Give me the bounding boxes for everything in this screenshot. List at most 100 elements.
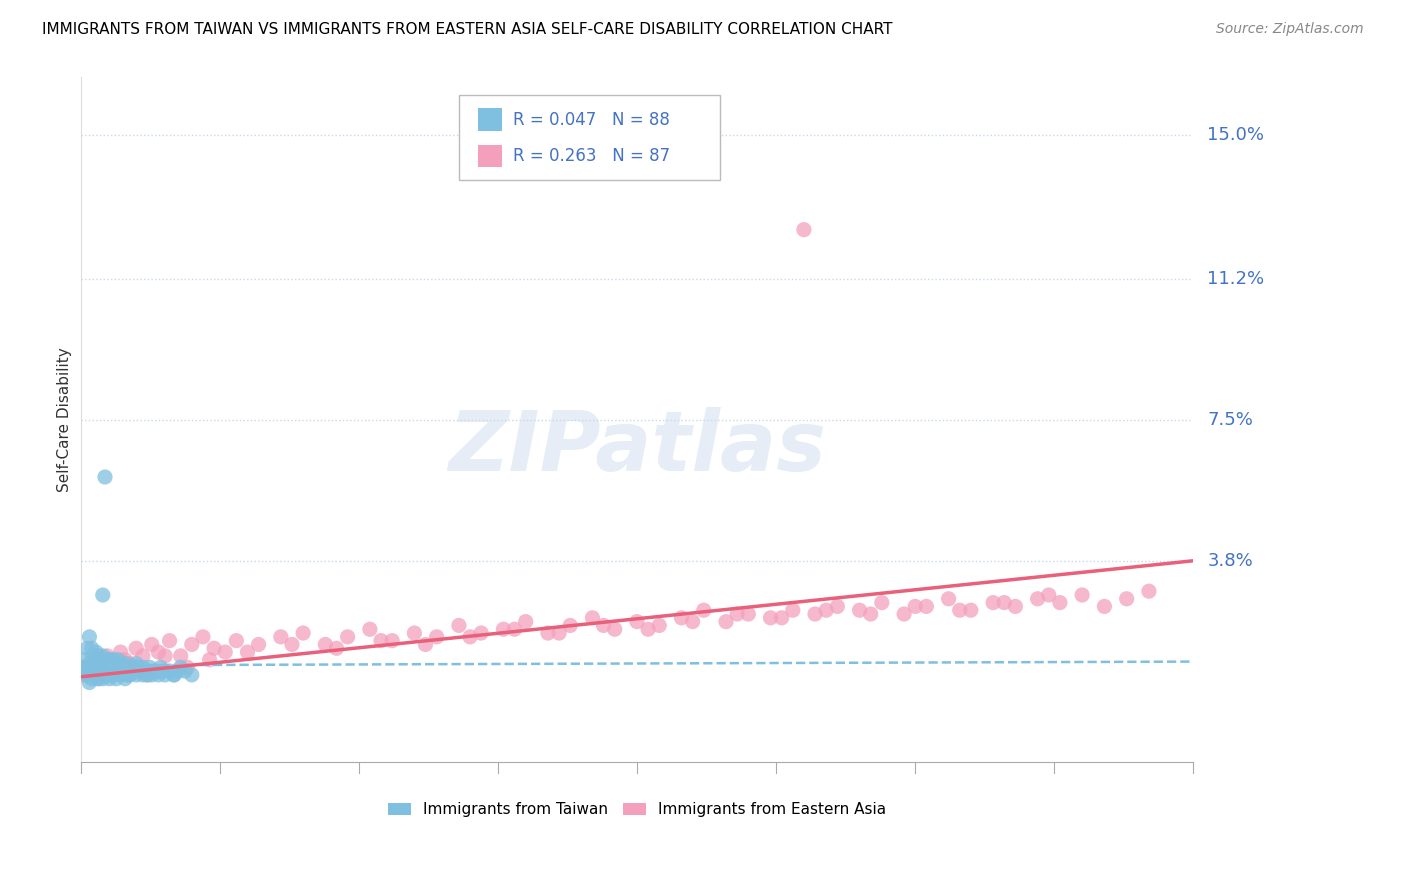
Point bbox=[125, 641, 148, 656]
Point bbox=[127, 660, 149, 674]
Point bbox=[73, 660, 96, 674]
Point bbox=[73, 653, 96, 667]
Point bbox=[581, 611, 603, 625]
Point bbox=[125, 668, 148, 682]
Point bbox=[359, 622, 381, 636]
Point bbox=[96, 668, 118, 682]
Point bbox=[136, 668, 159, 682]
Point bbox=[938, 591, 960, 606]
Point bbox=[84, 668, 107, 682]
Text: 3.8%: 3.8% bbox=[1208, 552, 1253, 570]
Point bbox=[198, 653, 221, 667]
Point bbox=[603, 622, 626, 636]
Point bbox=[848, 603, 870, 617]
Point bbox=[121, 660, 143, 674]
Point bbox=[153, 668, 176, 682]
Point bbox=[91, 588, 114, 602]
Point bbox=[91, 660, 114, 674]
Point bbox=[80, 664, 103, 678]
Point bbox=[325, 641, 347, 656]
Point bbox=[1137, 584, 1160, 599]
Point bbox=[80, 672, 103, 686]
Point bbox=[110, 664, 132, 678]
Point bbox=[170, 660, 193, 674]
Point bbox=[336, 630, 359, 644]
Point bbox=[827, 599, 849, 614]
Point bbox=[1092, 599, 1115, 614]
Point bbox=[993, 596, 1015, 610]
Point bbox=[426, 630, 449, 644]
Point bbox=[105, 660, 128, 674]
Point bbox=[76, 660, 98, 674]
Point bbox=[129, 664, 152, 678]
Point bbox=[84, 657, 107, 671]
Text: Source: ZipAtlas.com: Source: ZipAtlas.com bbox=[1216, 22, 1364, 37]
Point bbox=[107, 653, 129, 667]
Text: IMMIGRANTS FROM TAIWAN VS IMMIGRANTS FROM EASTERN ASIA SELF-CARE DISABILITY CORR: IMMIGRANTS FROM TAIWAN VS IMMIGRANTS FRO… bbox=[42, 22, 893, 37]
Point bbox=[103, 664, 125, 678]
Text: ZIPatlas: ZIPatlas bbox=[449, 407, 825, 488]
Point bbox=[725, 607, 748, 621]
Point bbox=[770, 611, 793, 625]
Point bbox=[110, 645, 132, 659]
Point bbox=[737, 607, 759, 621]
Point bbox=[626, 615, 648, 629]
Point bbox=[152, 664, 174, 678]
Point bbox=[415, 637, 437, 651]
Point bbox=[1004, 599, 1026, 614]
Point bbox=[470, 626, 492, 640]
Point bbox=[159, 664, 181, 678]
Point bbox=[1115, 591, 1137, 606]
Point bbox=[560, 618, 582, 632]
Point bbox=[100, 664, 122, 678]
FancyBboxPatch shape bbox=[458, 95, 720, 180]
Point bbox=[693, 603, 716, 617]
Point bbox=[537, 626, 560, 640]
Point bbox=[904, 599, 927, 614]
Legend: Immigrants from Taiwan, Immigrants from Eastern Asia: Immigrants from Taiwan, Immigrants from … bbox=[381, 796, 893, 823]
Point bbox=[103, 653, 125, 667]
Point bbox=[447, 618, 470, 632]
Point bbox=[79, 675, 101, 690]
Point bbox=[76, 668, 98, 682]
Point bbox=[84, 653, 107, 667]
Point bbox=[815, 603, 838, 617]
Point bbox=[132, 660, 155, 674]
Point bbox=[132, 648, 155, 663]
Point bbox=[180, 637, 202, 651]
Point bbox=[90, 668, 112, 682]
Point bbox=[314, 637, 336, 651]
Point bbox=[180, 668, 202, 682]
Point bbox=[90, 653, 112, 667]
Point bbox=[80, 641, 103, 656]
Point bbox=[804, 607, 827, 621]
Point bbox=[96, 648, 118, 663]
FancyBboxPatch shape bbox=[478, 109, 502, 131]
Point bbox=[136, 664, 159, 678]
Point bbox=[915, 599, 938, 614]
Point bbox=[370, 633, 392, 648]
Point bbox=[637, 622, 659, 636]
Point bbox=[949, 603, 972, 617]
Point bbox=[893, 607, 915, 621]
Point bbox=[793, 222, 815, 236]
Point bbox=[404, 626, 426, 640]
Point bbox=[94, 653, 117, 667]
Point bbox=[76, 668, 98, 682]
Point bbox=[214, 645, 236, 659]
Point bbox=[84, 660, 107, 674]
Point bbox=[960, 603, 983, 617]
Point bbox=[118, 657, 141, 671]
Point bbox=[84, 645, 107, 659]
Point bbox=[759, 611, 782, 625]
Point bbox=[592, 618, 614, 632]
Text: 11.2%: 11.2% bbox=[1208, 270, 1264, 288]
Point bbox=[148, 645, 170, 659]
Point bbox=[176, 660, 198, 674]
Point bbox=[138, 660, 160, 674]
Point bbox=[1071, 588, 1094, 602]
Point bbox=[98, 660, 121, 674]
Point bbox=[714, 615, 737, 629]
Point bbox=[159, 633, 181, 648]
Point bbox=[91, 648, 114, 663]
